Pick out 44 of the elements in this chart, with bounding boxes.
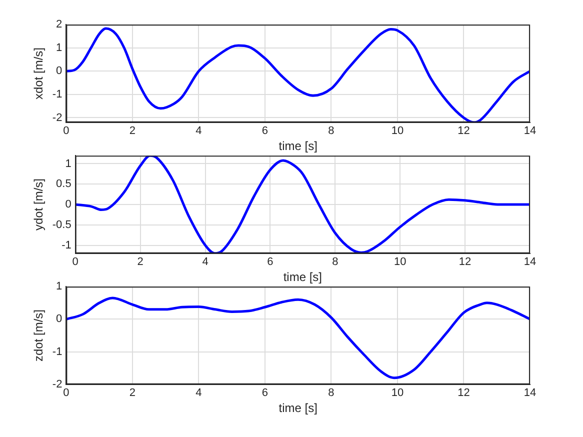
x-tick-label: 8 [332,256,338,268]
x-tick-label: 6 [262,125,268,138]
y-tick-label: -0.5 [52,218,72,231]
x-tick-label: 2 [129,387,136,400]
x-tick-label: 12 [458,256,472,268]
x-tick-label: 14 [524,125,536,138]
y-tick-label: 0 [56,313,62,326]
line-series [66,27,530,122]
line-series [75,156,530,254]
x-tick-label: 2 [137,256,144,268]
x-tick-label: 14 [524,387,536,400]
y-tick-label: -2 [52,112,62,124]
x-tick-label: 4 [196,387,202,400]
x-axis-title: time [s] [278,139,318,154]
x-tick-label: 8 [328,387,334,400]
x-tick-label: 6 [262,387,268,400]
x-tick-label: 10 [391,387,404,400]
x-axis-title: time [s] [278,401,318,416]
x-tick-label: 10 [394,256,406,268]
y-tick-label: 0 [56,65,62,78]
x-tick-label: 14 [524,256,536,268]
y-tick-label: 1 [56,42,62,54]
x-tick-label: 4 [196,125,202,138]
y-axis-title: ydot [m/s] [32,178,46,231]
x-tick-label: 10 [391,125,404,138]
y-tick-label: 1 [65,158,72,170]
x-tick-label: 12 [458,125,470,138]
y-tick-label: 0 [65,198,72,211]
y-tick-label: 2 [56,18,62,31]
x-axis-title: time [s] [283,270,322,284]
x-tick-label: 8 [328,125,334,138]
y-tick-label: -1 [52,88,62,100]
y-tick-label: 0.5 [56,178,72,190]
line-series [66,296,530,380]
x-tick-label: 2 [129,125,136,138]
y-tick-label: -2 [52,378,62,390]
x-tick-label: 6 [267,256,274,268]
y-tick-label: 1 [56,280,62,293]
y-tick-label: -1 [62,239,72,252]
x-tick-label: 12 [458,387,470,400]
y-tick-label: -1 [52,346,62,358]
y-axis-title: zdot [m/s] [32,309,46,362]
y-axis-title: xdot [m/s] [32,47,46,100]
x-tick-label: 4 [202,256,208,268]
